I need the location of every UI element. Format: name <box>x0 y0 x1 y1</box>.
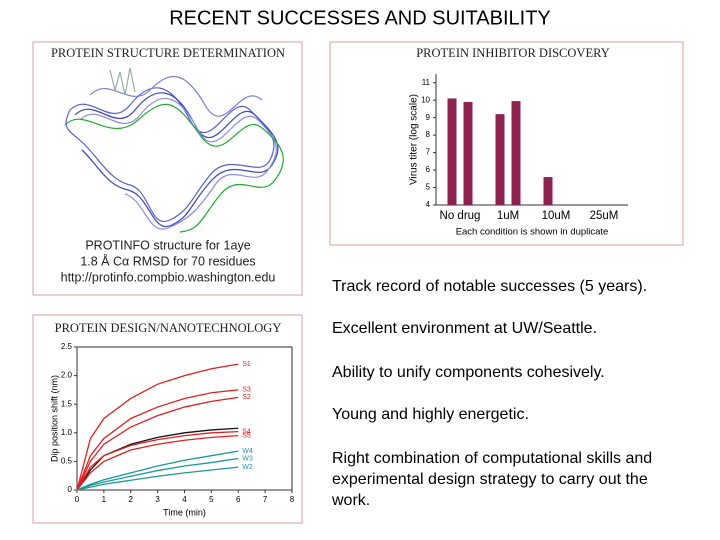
series-line <box>76 457 239 491</box>
panel-border <box>32 314 303 524</box>
x-tick-label: 0 <box>75 495 80 504</box>
image-caption: http://protinfo.compbio.washington.edu <box>61 270 276 284</box>
series-line <box>76 427 239 491</box>
series-label: S3 <box>242 387 251 394</box>
series-line <box>76 435 239 491</box>
y-tick-label: 1.5 <box>61 399 73 408</box>
y-tick-label: 7 <box>426 148 431 157</box>
series-line <box>76 389 239 491</box>
panel-border <box>32 41 303 296</box>
x-axis-label: Time (min) <box>163 507 206 517</box>
series-line <box>76 431 239 491</box>
series-label: S1 <box>242 361 251 368</box>
bar <box>463 101 473 205</box>
y-tick-label: 8 <box>426 130 431 139</box>
x-tick-label: 2 <box>129 495 134 504</box>
panel-border <box>329 41 684 246</box>
protein-structure-image <box>64 67 284 233</box>
image-caption: 1.8 Å Cα RMSD for 70 residues <box>80 253 255 268</box>
y-tick-label: 2.0 <box>61 371 73 380</box>
x-tick-label: 1 <box>102 495 107 504</box>
series-label: W3 <box>242 455 253 462</box>
bullet-text: Ability to unify components cohesively. <box>332 364 605 381</box>
series-label: S4 <box>242 428 251 435</box>
panel-heading: PROTEIN STRUCTURE DETERMINATION <box>51 46 285 60</box>
x-tick-label: 7 <box>263 495 268 504</box>
y-tick-label: 11 <box>422 78 431 87</box>
y-tick-label: 5 <box>426 183 431 192</box>
bar <box>447 98 457 205</box>
x-tick-label: 4 <box>182 495 187 504</box>
slide-title: RECENT SUCCESSES AND SUITABILITY <box>169 7 551 29</box>
image-caption: PROTINFO structure for 1aye <box>85 238 250 252</box>
x-tick-label: 25uM <box>590 210 619 222</box>
bullet-text: Right combination of computational skill… <box>332 450 653 509</box>
y-tick-label: 0 <box>68 485 73 494</box>
chart-caption: Each condition is shown in duplicate <box>456 227 609 238</box>
y-tick-label: 1.0 <box>61 428 73 437</box>
series-line <box>76 466 239 491</box>
bullet-text: Young and highly energetic. <box>332 406 529 423</box>
x-tick-label: 1uM <box>497 210 519 222</box>
series-line <box>76 396 239 491</box>
panel-heading: PROTEIN INHIBITOR DISCOVERY <box>416 46 610 60</box>
bar <box>511 101 521 205</box>
y-axis-label: Dip position shift (nm) <box>49 375 59 462</box>
bar <box>543 177 553 205</box>
series-label: W4 <box>242 448 253 455</box>
x-tick-label: 5 <box>209 495 214 504</box>
x-tick-label: No drug <box>440 210 481 222</box>
y-tick-label: 2.5 <box>61 342 73 351</box>
series-line <box>76 363 239 491</box>
series-line <box>76 450 239 491</box>
series-label: W2 <box>242 464 253 471</box>
x-tick-label: 6 <box>236 495 241 504</box>
series-label: S5 <box>242 433 251 440</box>
x-tick-label: 10uM <box>542 210 571 222</box>
series-label: S2 <box>242 394 251 401</box>
bullet-text: Excellent environment at UW/Seattle. <box>332 320 598 337</box>
chart-background <box>76 346 293 491</box>
y-tick-label: 9 <box>426 113 431 122</box>
x-tick-label: 8 <box>290 495 295 504</box>
bar <box>495 114 505 205</box>
y-tick-label: 4 <box>426 200 431 209</box>
y-tick-label: 0.5 <box>61 457 73 466</box>
y-tick-label: 6 <box>426 165 431 174</box>
x-tick-label: 3 <box>155 495 160 504</box>
y-tick-label: 10 <box>421 95 430 104</box>
y-axis-label: Virus titer (log scale) <box>409 94 420 185</box>
panel-heading: PROTEIN DESIGN/NANOTECHNOLOGY <box>55 321 282 335</box>
bullet-text: Track record of notable successes (5 yea… <box>332 278 648 295</box>
